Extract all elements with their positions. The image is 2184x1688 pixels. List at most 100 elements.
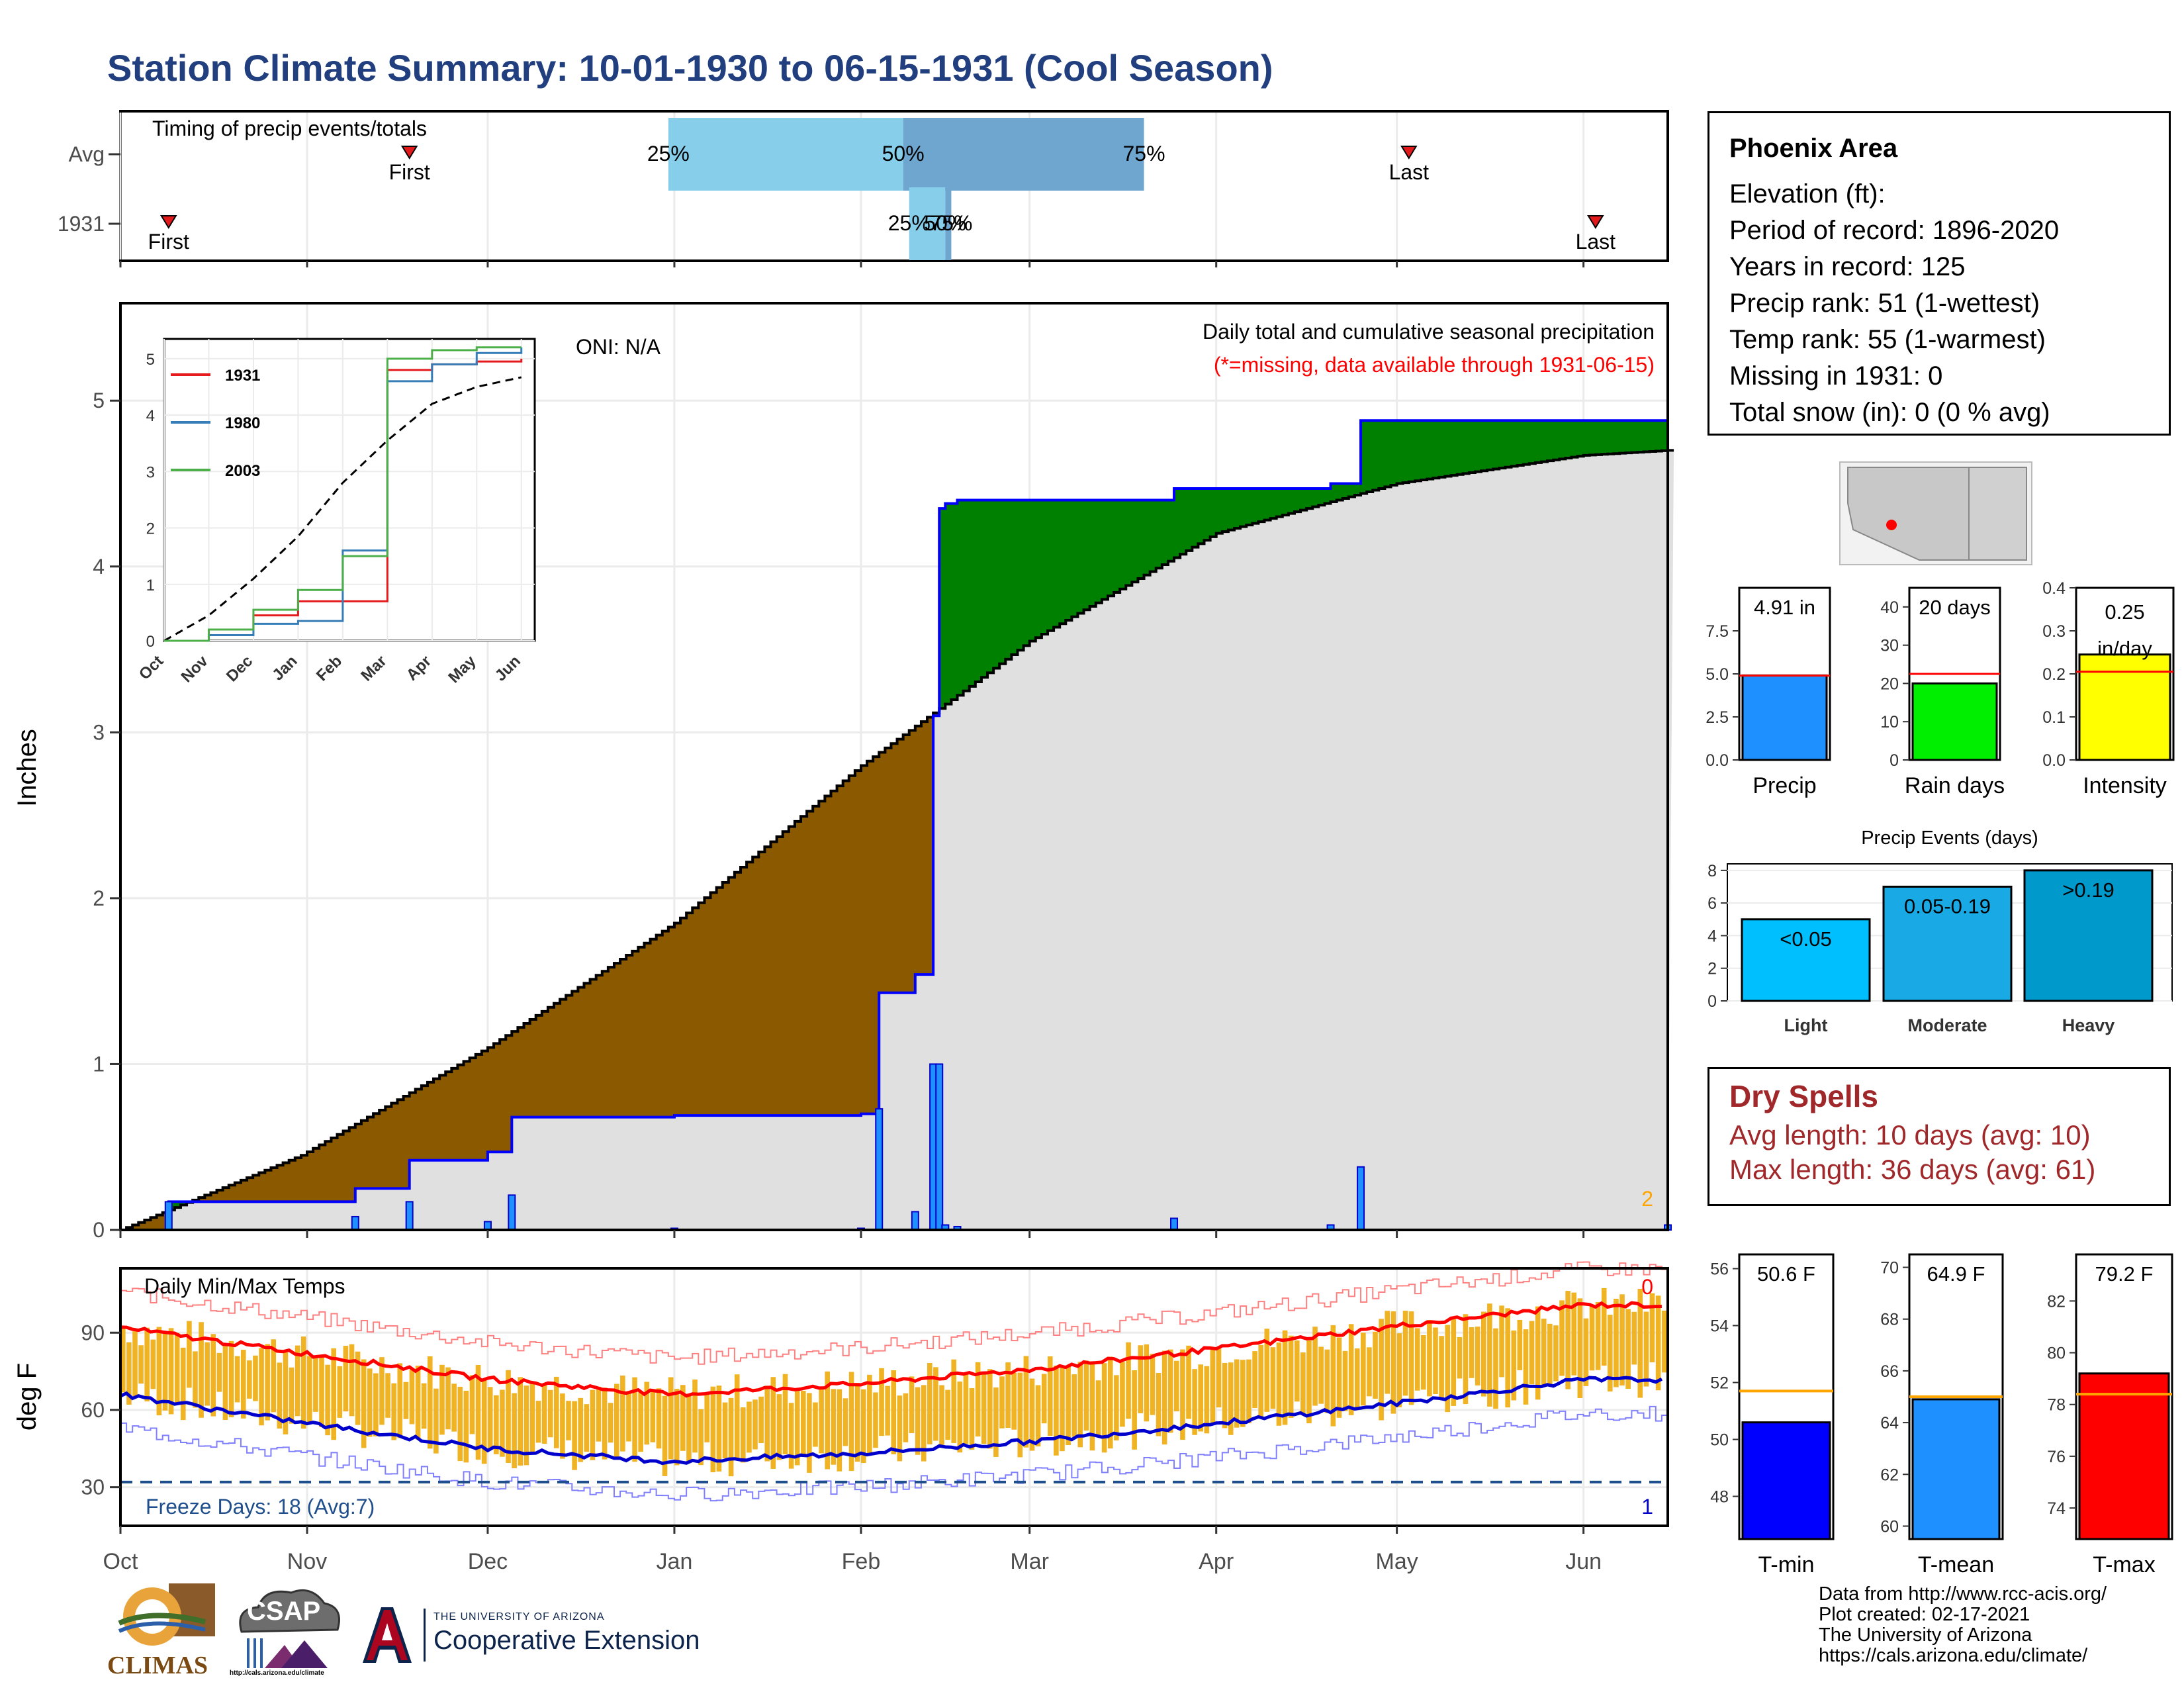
deficit-band [837, 786, 844, 1116]
daily-temp-bar [860, 1389, 866, 1464]
daily-temp-bar [1270, 1347, 1276, 1409]
surplus-band [1559, 420, 1566, 459]
surplus-band [1095, 500, 1103, 603]
daily-temp-bar [234, 1356, 240, 1403]
location-map [1839, 461, 2032, 565]
surplus-band [1282, 489, 1289, 516]
credit-line: Plot created: 02-17-2021 [1819, 1604, 2030, 1625]
surplus-band [1493, 420, 1500, 469]
daily-temp-bar [168, 1328, 174, 1415]
daily-temp-bar [692, 1379, 698, 1453]
inset-y-tick-label: 4 [146, 407, 155, 425]
surplus-band [1318, 489, 1325, 506]
timing-marker [1587, 215, 1604, 229]
daily-temp-bar [891, 1370, 897, 1455]
daily-temp-bar [1005, 1362, 1011, 1429]
avg-max-temp-line [120, 1301, 1662, 1398]
daily-temp-bar [1439, 1336, 1444, 1400]
daily-temp-bar [319, 1357, 324, 1427]
surplus-band [1216, 489, 1223, 534]
daily-temp-bar [518, 1377, 523, 1466]
daily-temp-bar [313, 1356, 318, 1412]
surplus-band [1336, 483, 1343, 500]
observed-cumulative-line [120, 415, 1669, 1231]
deficit-band [764, 847, 772, 1116]
footer-credits: Data from http://www.rcc-acis.org/ Plot … [1819, 1584, 2107, 1666]
events-range-label: 0.05-0.19 [1904, 895, 1991, 918]
deficit-band [674, 923, 681, 1116]
daily-temp-bar [1571, 1292, 1577, 1376]
daily-temp-bar [343, 1346, 349, 1412]
deficit-band [680, 917, 687, 1116]
daily-temp-bar [427, 1356, 433, 1449]
summary-tick-label: 10 [1880, 713, 1899, 731]
page-title: Station Climate Summary: 10-01-1930 to 0… [107, 47, 1273, 89]
surplus-band [1174, 489, 1181, 558]
daily-temp-bar [644, 1382, 650, 1445]
daily-temp-bar [1095, 1380, 1101, 1436]
daily-temp-bar [535, 1401, 541, 1443]
surplus-band [1457, 420, 1464, 475]
inset-legend-label: 2003 [225, 462, 260, 480]
daily-temp-bar [825, 1371, 830, 1470]
timing-bar-25-50 [668, 118, 903, 191]
daily-temp-bar [1023, 1356, 1029, 1448]
daily-temp-bar [1035, 1385, 1041, 1447]
deficit-band [747, 862, 753, 1116]
surplus-band [1066, 500, 1072, 621]
tsum-bar-label: T-max [2093, 1552, 2155, 1577]
daily-temp-bar [788, 1403, 794, 1469]
month-label: Jan [657, 1549, 693, 1574]
deficit-band [644, 943, 651, 1117]
surplus-band [1589, 420, 1596, 455]
deficit-band [463, 1061, 471, 1160]
tsum-tick-label: 60 [1880, 1517, 1899, 1536]
summary-tick-label: 7.5 [1706, 622, 1729, 641]
summary-tick-label: 0.3 [2042, 622, 2066, 641]
daily-temp-bar [963, 1373, 969, 1444]
tsum-tick-label: 64 [1880, 1414, 1899, 1432]
events-range-label: >0.19 [2062, 878, 2114, 902]
deficit-band [325, 1141, 332, 1202]
deficit-band [361, 1120, 368, 1189]
summary-tick-label: 30 [1880, 637, 1899, 655]
dry-spells-avg: Avg length: 10 days (avg: 10) [1729, 1119, 2091, 1150]
daily-temp-bar [132, 1331, 138, 1397]
deficit-band [289, 1160, 296, 1202]
daily-temp-bar [247, 1360, 252, 1399]
daily-temp-bar [1240, 1360, 1246, 1427]
daily-temp-bar [1373, 1331, 1378, 1399]
deficit-band [415, 1089, 422, 1160]
surplus-band [1204, 489, 1211, 541]
surplus-band [981, 500, 988, 678]
main-y-tick-label: 5 [93, 389, 105, 412]
surplus-band [1029, 500, 1036, 641]
daily-temp-bar [439, 1364, 445, 1435]
deficit-band [782, 831, 790, 1116]
daily-temp-bar [500, 1389, 505, 1457]
deficit-band [614, 963, 621, 1117]
surplus-band [1114, 500, 1120, 592]
surplus-band [1643, 420, 1651, 452]
inset-legend-label: 1980 [225, 414, 260, 432]
deficit-band [776, 836, 784, 1116]
tsum-tick-label: 66 [1880, 1362, 1899, 1381]
deficit-band [770, 841, 778, 1116]
deficit-band [349, 1127, 356, 1202]
daily-temp-bar [1336, 1337, 1342, 1418]
temp-y-axis-label: deg F [13, 1363, 42, 1430]
daily-temp-bar [1144, 1344, 1150, 1422]
deficit-band [367, 1117, 374, 1189]
daily-temp-bar [1318, 1346, 1324, 1404]
freeze-days-label: Freeze Days: 18 (Avg:7) [146, 1495, 375, 1519]
daily-temp-bar [1487, 1303, 1492, 1407]
csap-url: http://cals.arizona.edu/climate [230, 1669, 324, 1677]
daily-temp-bar [1457, 1336, 1463, 1379]
surplus-band [987, 500, 994, 673]
daily-temp-bar [1427, 1320, 1432, 1397]
oni-label: ONI: N/A [576, 335, 661, 359]
daily-temp-bar [1114, 1375, 1119, 1441]
inset-y-tick-label: 3 [146, 463, 155, 481]
daily-temp-bar [957, 1382, 963, 1453]
daily-temp-bar [1330, 1325, 1336, 1427]
